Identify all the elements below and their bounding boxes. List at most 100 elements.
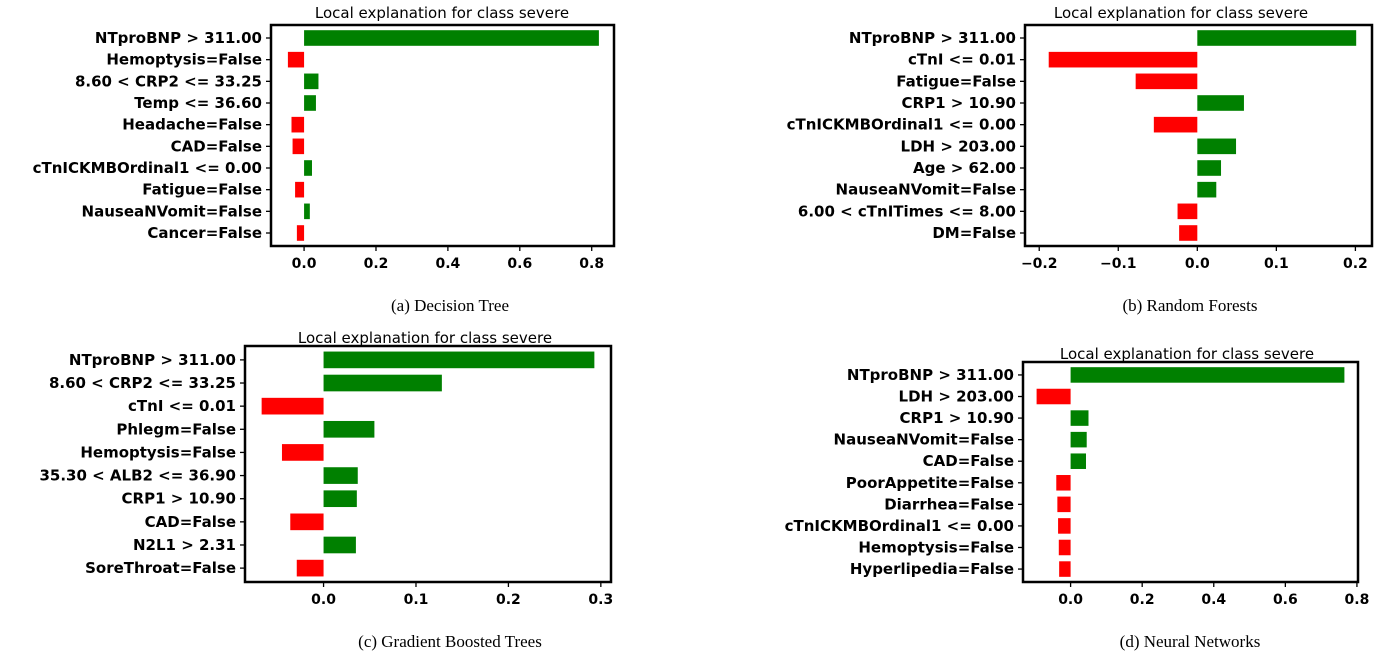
bar-positive xyxy=(1197,95,1244,111)
bar-positive xyxy=(1070,367,1345,383)
bar-negative xyxy=(1059,561,1071,577)
bar-negative xyxy=(296,225,305,241)
feature-label: 6.00 < cTnITimes <= 8.00 xyxy=(798,202,1016,220)
feature-label: 8.60 < CRP2 <= 33.25 xyxy=(49,374,236,392)
x-tick-label: 0.8 xyxy=(1345,592,1370,608)
chart-svg: Local explanation for class severe NTpro… xyxy=(33,4,616,272)
x-tick-label: 0.0 xyxy=(311,592,336,608)
bar-negative xyxy=(1048,51,1198,68)
feature-label: cTnICKMBOrdinal1 <= 0.00 xyxy=(787,116,1016,134)
feature-label: LDH > 203.00 xyxy=(901,137,1016,155)
bar-negative xyxy=(292,138,305,155)
bar-negative xyxy=(1153,116,1198,133)
feature-label: CRP1 > 10.90 xyxy=(902,94,1016,112)
chart-svg: Local explanation for class severe NTpro… xyxy=(787,4,1374,272)
feature-label: cTnI <= 0.01 xyxy=(908,51,1016,69)
feature-label: NauseaNVomit=False xyxy=(834,431,1014,449)
bar-positive xyxy=(323,490,357,508)
bar-positive xyxy=(1070,431,1087,448)
bar-negative xyxy=(1036,388,1071,405)
bar-negative xyxy=(1058,518,1071,534)
feature-label: SoreThroat=False xyxy=(85,559,236,577)
chart-svg: Local explanation for class severe NTpro… xyxy=(785,345,1370,608)
feature-label: cTnICKMBOrdinal1 <= 0.00 xyxy=(785,517,1014,535)
bar-positive xyxy=(1197,138,1237,155)
bar-positive xyxy=(323,536,356,554)
x-tick-label: −0.2 xyxy=(1021,256,1058,272)
x-tick-label: 0.1 xyxy=(404,592,429,608)
chart-title: Local explanation for class severe xyxy=(1060,345,1314,363)
feature-label: NTproBNP > 311.00 xyxy=(95,29,262,47)
feature-label: 8.60 < CRP2 <= 33.25 xyxy=(75,72,262,90)
x-tick-label: 0.6 xyxy=(1273,592,1298,608)
bar-negative xyxy=(1135,73,1198,90)
bar-positive xyxy=(304,30,599,46)
bar-positive xyxy=(1197,30,1357,46)
feature-label: NTproBNP > 311.00 xyxy=(847,366,1014,384)
feature-label: Hemoptysis=False xyxy=(106,51,262,69)
x-tick-label: 0.2 xyxy=(364,256,389,272)
bar-negative xyxy=(1056,475,1071,491)
feature-label: Hyperlipedia=False xyxy=(850,560,1014,578)
feature-label: CAD=False xyxy=(923,452,1014,470)
x-tick-label: 0.3 xyxy=(588,592,613,608)
feature-label: NauseaNVomit=False xyxy=(82,202,262,220)
feature-label: CAD=False xyxy=(145,513,236,531)
feature-label: Diarrhea=False xyxy=(884,495,1014,513)
feature-label: CAD=False xyxy=(171,137,262,155)
x-tick-label: 0.0 xyxy=(1185,256,1210,272)
bar-negative xyxy=(281,444,324,461)
x-tick-label: 0.4 xyxy=(1201,592,1226,608)
feature-label: Age > 62.00 xyxy=(913,159,1016,177)
feature-label: cTnICKMBOrdinal1 <= 0.00 xyxy=(33,159,262,177)
feature-label: cTnI <= 0.01 xyxy=(128,397,236,415)
chart-panel-decision-tree: Local explanation for class severe NTpro… xyxy=(0,0,690,280)
caption-a: (a) Decision Tree xyxy=(390,296,510,315)
bar-positive xyxy=(304,203,310,220)
x-tick-label: −0.1 xyxy=(1100,256,1137,272)
bar-positive xyxy=(1070,453,1086,469)
x-tick-label: 0.2 xyxy=(1130,592,1155,608)
x-tick-label: 0.0 xyxy=(292,256,317,272)
x-tick-label: 0.4 xyxy=(435,256,460,272)
feature-label: CRP1 > 10.90 xyxy=(122,490,236,508)
chart-title: Local explanation for class severe xyxy=(315,4,569,22)
bar-positive xyxy=(304,160,312,176)
feature-label: Cancer=False xyxy=(147,224,262,242)
feature-label: NTproBNP > 311.00 xyxy=(849,29,1016,47)
bar-negative xyxy=(290,513,324,531)
bar-negative xyxy=(287,51,305,68)
caption-c: (c) Gradient Boosted Trees xyxy=(358,632,542,651)
bar-positive xyxy=(304,73,319,90)
chart-svg: Local explanation for class severe NTpro… xyxy=(39,329,613,608)
bar-positive xyxy=(323,374,442,392)
x-tick-label: 0.2 xyxy=(1343,256,1368,272)
bar-negative xyxy=(296,559,324,577)
x-tick-label: 0.1 xyxy=(1264,256,1289,272)
plot-frame xyxy=(1023,23,1374,248)
plot-frame xyxy=(1021,360,1360,584)
caption-d: (d) Neural Networks xyxy=(1119,632,1261,651)
bar-negative xyxy=(295,181,305,198)
bar-positive xyxy=(304,95,316,111)
plot-frame xyxy=(243,344,613,584)
feature-label: N2L1 > 2.31 xyxy=(133,536,236,554)
bar-positive xyxy=(1197,181,1217,198)
bar-negative xyxy=(1057,496,1071,513)
bar-negative xyxy=(1179,225,1198,241)
feature-label: NauseaNVomit=False xyxy=(836,181,1016,199)
chart-title: Local explanation for class severe xyxy=(298,329,552,347)
chart-title: Local explanation for class severe xyxy=(1054,4,1308,22)
bar-negative xyxy=(291,116,305,133)
bar-negative xyxy=(261,397,324,415)
caption-b: (b) Random Forests xyxy=(1122,296,1258,315)
bar-positive xyxy=(1070,410,1089,426)
bar-positive xyxy=(1197,160,1222,176)
feature-label: Temp <= 36.60 xyxy=(134,94,262,112)
feature-label: Headache=False xyxy=(122,116,262,134)
feature-label: NTproBNP > 311.00 xyxy=(69,351,236,369)
feature-label: DM=False xyxy=(932,224,1016,242)
chart-panel-neural-networks: Local explanation for class severe NTpro… xyxy=(785,345,1370,608)
chart-panel-random-forests: Local explanation for class severe NTpro… xyxy=(0,0,1380,280)
bar-negative xyxy=(1177,203,1198,220)
